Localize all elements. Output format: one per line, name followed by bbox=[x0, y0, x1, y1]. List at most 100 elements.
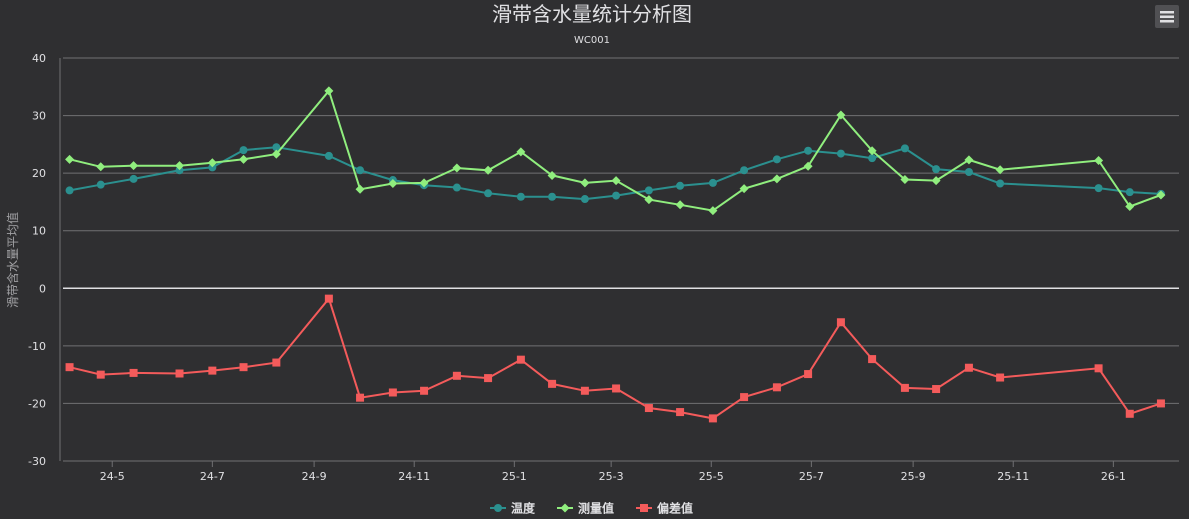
legend-marker bbox=[494, 504, 502, 512]
series-2-point bbox=[964, 155, 974, 165]
x-tick-label: 25-1 bbox=[502, 470, 527, 483]
y-tick-label: 40 bbox=[32, 52, 46, 65]
series-3-point bbox=[1125, 409, 1134, 418]
series-3-point bbox=[1156, 399, 1165, 408]
series-2-point bbox=[580, 178, 590, 188]
series-2-point bbox=[483, 165, 493, 175]
y-tick-label: -30 bbox=[28, 455, 46, 468]
series-3-line bbox=[69, 296, 1162, 420]
series-3-point bbox=[804, 370, 813, 379]
series-2-point bbox=[867, 146, 877, 156]
series-3-point bbox=[208, 366, 217, 375]
series-2-point bbox=[611, 176, 621, 186]
series-1-point bbox=[548, 192, 557, 201]
series-2-point bbox=[547, 170, 557, 180]
series-2-point bbox=[452, 163, 462, 173]
series-2 bbox=[65, 86, 1166, 216]
legend: 温度 测量值 偏差值 bbox=[490, 501, 693, 516]
series-3-point bbox=[932, 385, 941, 394]
series-2-point bbox=[175, 161, 185, 171]
series-1-point bbox=[239, 146, 248, 155]
y-axis-ticks: 40 30 20 10 0 -10 -20 -30 bbox=[28, 52, 61, 468]
series-3-point bbox=[644, 404, 653, 413]
x-tick-label: 24-7 bbox=[200, 470, 225, 483]
series-1-point bbox=[516, 192, 525, 201]
series-2-point bbox=[1125, 202, 1135, 212]
series-2-point bbox=[1094, 155, 1104, 165]
x-tick-label: 25-3 bbox=[599, 470, 624, 483]
series-2-point bbox=[388, 179, 398, 189]
hamburger-menu-icon[interactable] bbox=[1155, 5, 1179, 28]
series-2-point bbox=[708, 206, 718, 216]
series-3 bbox=[65, 294, 1165, 423]
legend-label: 测量值 bbox=[578, 501, 614, 516]
series-3-point bbox=[324, 294, 333, 303]
series-3-point bbox=[740, 393, 749, 402]
series-1-point bbox=[964, 167, 973, 176]
series-1-point bbox=[932, 165, 941, 174]
series-2-point bbox=[836, 110, 846, 120]
x-tick-label: 26-1 bbox=[1101, 470, 1126, 483]
series-2-point bbox=[65, 154, 75, 164]
series-1-point bbox=[836, 149, 845, 158]
series-3-point bbox=[708, 414, 717, 423]
series-3-point bbox=[129, 368, 138, 377]
series-1-point bbox=[644, 186, 653, 195]
series-3-point bbox=[612, 384, 621, 393]
legend-marker bbox=[560, 503, 570, 513]
series-2-point bbox=[803, 161, 813, 171]
y-tick-label: 0 bbox=[39, 282, 46, 295]
series-1-point bbox=[1094, 184, 1103, 193]
series-3-point bbox=[676, 408, 685, 417]
y-tick-label: -10 bbox=[28, 340, 46, 353]
x-tick-label: 24-5 bbox=[100, 470, 125, 483]
y-tick-label: 10 bbox=[32, 225, 46, 238]
x-tick-label: 24-9 bbox=[302, 470, 327, 483]
series-2-point bbox=[644, 195, 654, 205]
series-3-point bbox=[484, 374, 493, 383]
series-3-point bbox=[388, 388, 397, 397]
chart-subtitle: WC001 bbox=[574, 35, 610, 46]
grid-lines bbox=[63, 57, 1179, 462]
series-1-point bbox=[324, 151, 333, 160]
series-3-point bbox=[1094, 364, 1103, 373]
x-axis: 24-5 24-7 24-9 24-11 25-1 25-3 25-5 25-7 25-9 25-… bbox=[63, 460, 1179, 483]
x-tick-label: 25-7 bbox=[799, 470, 824, 483]
chart-title: 滑带含水量统计分析图 bbox=[492, 2, 692, 26]
series-1-line bbox=[69, 146, 1161, 201]
legend-marker bbox=[640, 504, 648, 512]
series-3-point bbox=[175, 369, 184, 378]
x-tick-label: 25-11 bbox=[997, 470, 1029, 483]
series-3-point bbox=[65, 363, 74, 372]
series-1-point bbox=[740, 166, 749, 175]
x-tick-label: 25-9 bbox=[901, 470, 926, 483]
series-1-point bbox=[452, 183, 461, 192]
series-1-point bbox=[175, 166, 184, 175]
legend-label: 偏差值 bbox=[657, 501, 693, 516]
series-3-point bbox=[836, 318, 845, 327]
series-1-point bbox=[484, 189, 493, 198]
series-1-point bbox=[272, 143, 281, 152]
series-1-point bbox=[772, 155, 781, 164]
series-3-point bbox=[239, 363, 248, 372]
series-2-point bbox=[324, 86, 334, 96]
series-2-point bbox=[271, 149, 281, 159]
series-3-point bbox=[964, 363, 973, 372]
series-2-point bbox=[1156, 190, 1166, 200]
legend-item-2[interactable]: 测量值 bbox=[557, 501, 614, 516]
series-2-point bbox=[207, 158, 217, 168]
series-3-point bbox=[996, 373, 1005, 382]
series-3-point bbox=[452, 371, 461, 380]
series-2-point bbox=[931, 176, 941, 186]
series-1-point bbox=[900, 144, 909, 153]
legend-item-3[interactable]: 偏差值 bbox=[636, 501, 693, 516]
y-tick-label: 30 bbox=[32, 110, 46, 123]
series-2-point bbox=[675, 200, 685, 210]
series-2-point bbox=[900, 174, 910, 184]
series-2-line bbox=[69, 88, 1162, 212]
series-2-point bbox=[995, 165, 1005, 175]
series-2-point bbox=[419, 178, 429, 188]
legend-item-1[interactable]: 温度 bbox=[490, 501, 536, 516]
series-1-point bbox=[676, 181, 685, 190]
